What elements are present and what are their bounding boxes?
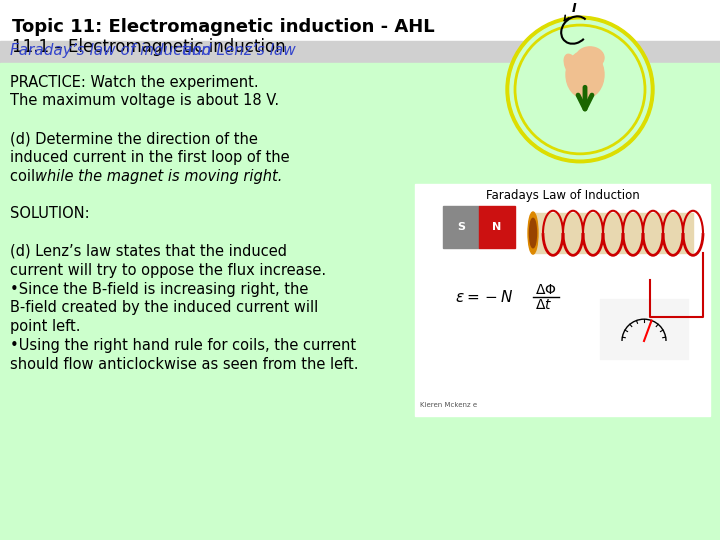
- Text: The maximum voltage is about 18 V.: The maximum voltage is about 18 V.: [10, 93, 279, 109]
- Text: (d) Determine the direction of the: (d) Determine the direction of the: [10, 131, 258, 146]
- Text: B-field created by the induced current will: B-field created by the induced current w…: [10, 300, 318, 315]
- Text: coil: coil: [10, 168, 40, 184]
- Text: $\Delta\Phi$: $\Delta\Phi$: [535, 284, 557, 298]
- Text: $\Delta t$: $\Delta t$: [535, 298, 552, 312]
- Text: 11.1 – Electromagnetic induction: 11.1 – Electromagnetic induction: [12, 38, 286, 56]
- FancyBboxPatch shape: [479, 206, 515, 248]
- Text: Faraday’s law of induction: Faraday’s law of induction: [10, 43, 211, 58]
- Text: should flow anticlockwise as seen from the left.: should flow anticlockwise as seen from t…: [10, 357, 359, 372]
- Text: N: N: [492, 222, 502, 232]
- Text: Kieren Mckenz e: Kieren Mckenz e: [420, 402, 477, 408]
- Text: point left.: point left.: [10, 319, 81, 334]
- Text: Topic 11: Electromagnetic induction - AHL: Topic 11: Electromagnetic induction - AH…: [12, 18, 435, 36]
- Text: current will try to oppose the flux increase.: current will try to oppose the flux incr…: [10, 263, 326, 278]
- Ellipse shape: [529, 218, 536, 248]
- Text: PRACTICE: Watch the experiment.: PRACTICE: Watch the experiment.: [10, 75, 258, 90]
- Ellipse shape: [566, 51, 604, 98]
- Text: Faradays Law of Induction: Faradays Law of Induction: [485, 190, 639, 202]
- Ellipse shape: [564, 55, 577, 75]
- Text: $\varepsilon = -N$: $\varepsilon = -N$: [455, 289, 513, 306]
- Circle shape: [510, 20, 650, 159]
- Text: I: I: [572, 2, 577, 15]
- Text: and Lenz’s law: and Lenz’s law: [178, 43, 296, 58]
- Ellipse shape: [576, 47, 604, 69]
- Bar: [0, 63, 720, 540]
- Ellipse shape: [528, 212, 538, 254]
- Bar: [533, 213, 693, 253]
- Text: •Since the B-field is increasing right, the: •Since the B-field is increasing right, …: [10, 281, 308, 296]
- Bar: [415, 184, 710, 416]
- Text: SOLUTION:: SOLUTION:: [10, 206, 89, 221]
- Bar: [0, 41, 720, 63]
- Text: S: S: [457, 222, 465, 232]
- Bar: [600, 299, 688, 359]
- Text: •Using the right hand rule for coils, the current: •Using the right hand rule for coils, th…: [10, 338, 356, 353]
- Text: while the magnet is moving right.: while the magnet is moving right.: [35, 168, 282, 184]
- Text: induced current in the first loop of the: induced current in the first loop of the: [10, 150, 289, 165]
- Circle shape: [506, 16, 654, 163]
- FancyBboxPatch shape: [443, 206, 479, 248]
- Text: (d) Lenz’s law states that the induced: (d) Lenz’s law states that the induced: [10, 244, 287, 259]
